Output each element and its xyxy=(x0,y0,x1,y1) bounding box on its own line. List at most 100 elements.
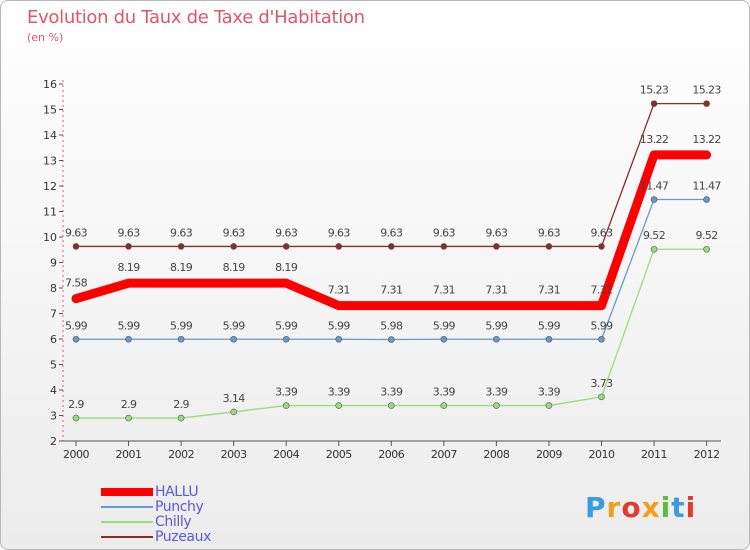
data-point-chilly xyxy=(545,402,553,409)
data-point-puzeaux xyxy=(650,100,658,107)
x-tick-label: 2003 xyxy=(221,448,247,461)
series-line-hallu xyxy=(71,150,712,311)
chart-title: Evolution du Taux de Taxe d'Habitation xyxy=(27,7,365,28)
legend-swatch xyxy=(101,506,153,508)
data-label-punchy: 5.99 xyxy=(118,319,141,332)
data-point-puzeaux xyxy=(440,243,448,250)
data-point-chilly xyxy=(703,245,710,253)
data-point-punchy xyxy=(493,335,500,343)
data-label-hallu: 13.22 xyxy=(692,133,721,146)
legend-label: Puzeaux xyxy=(155,529,211,545)
logo-letter: t xyxy=(671,491,686,524)
y-tick-label: 11 xyxy=(43,206,57,219)
data-label-chilly: 3.39 xyxy=(538,386,561,399)
data-label-hallu: 7.31 xyxy=(485,284,507,297)
data-label-chilly: 3.39 xyxy=(275,386,298,399)
y-tick-label: 16 xyxy=(43,78,57,91)
logo-letter: P xyxy=(585,491,607,524)
data-label-chilly: 3.73 xyxy=(590,377,613,390)
y-tick-label: 5 xyxy=(50,359,57,372)
series-layer xyxy=(71,100,712,422)
proxiti-logo: Proxiti xyxy=(585,491,696,524)
data-label-punchy: 5.99 xyxy=(485,319,508,332)
data-label-puzeaux: 9.63 xyxy=(485,226,508,239)
legend-swatch xyxy=(101,488,153,496)
y-tick-label: 9 xyxy=(50,257,57,270)
data-label-chilly: 3.39 xyxy=(328,386,351,399)
data-label-puzeaux: 9.63 xyxy=(433,226,456,239)
y-tick-label: 13 xyxy=(43,155,57,168)
logo-letter: i xyxy=(660,491,672,524)
y-tick-label: 12 xyxy=(43,180,57,193)
y-tick-label: 6 xyxy=(50,333,57,346)
data-label-puzeaux: 9.63 xyxy=(65,226,88,239)
data-label-chilly: 2.9 xyxy=(68,398,84,411)
logo-letter: o xyxy=(621,491,642,524)
y-tick-label: 8 xyxy=(50,282,57,295)
data-label-puzeaux: 9.63 xyxy=(538,226,561,239)
data-label-punchy: 11.47 xyxy=(640,180,669,193)
data-label-hallu: 7.31 xyxy=(380,284,402,297)
x-tick-label: 2001 xyxy=(116,448,142,461)
data-label-hallu: 7.31 xyxy=(328,284,350,297)
axes: 2 3 4 5 6 7 8 9 10 11 12 13 14 15 16 2000 2001 2002 2003 20… xyxy=(43,78,721,461)
data-label-chilly: 2.9 xyxy=(121,398,137,411)
data-point-punchy xyxy=(230,335,237,343)
x-tick-label: 2005 xyxy=(326,448,352,461)
data-label-chilly: 3.39 xyxy=(433,386,456,399)
data-label-chilly: 3.39 xyxy=(485,386,508,399)
data-labels: 9.63 9.63 9.63 9.63 9.63 9.63 9.63 9.63 9.63 9.63… xyxy=(65,84,722,411)
data-point-puzeaux xyxy=(72,243,80,250)
data-point-chilly xyxy=(650,245,658,253)
data-label-puzeaux: 9.63 xyxy=(170,226,193,239)
data-label-punchy: 5.99 xyxy=(328,319,351,332)
data-point-chilly xyxy=(335,402,343,409)
data-label-chilly: 9.52 xyxy=(696,229,718,242)
data-point-puzeaux xyxy=(545,243,553,250)
data-label-punchy: 5.99 xyxy=(433,319,456,332)
data-point-punchy xyxy=(335,335,343,343)
data-label-puzeaux: 9.63 xyxy=(590,226,613,239)
data-label-hallu: 7.31 xyxy=(538,284,560,297)
legend-label: Punchy xyxy=(155,499,204,515)
y-tick-label: 4 xyxy=(50,384,57,397)
data-point-puzeaux xyxy=(335,243,343,250)
data-point-puzeaux xyxy=(493,243,500,250)
data-point-puzeaux xyxy=(177,243,185,250)
data-label-punchy: 11.47 xyxy=(692,180,721,193)
data-point-chilly xyxy=(177,414,185,422)
x-tick-label: 2012 xyxy=(694,448,720,461)
data-label-puzeaux: 9.63 xyxy=(118,226,141,239)
y-tick-label: 10 xyxy=(43,231,57,244)
data-label-chilly: 2.9 xyxy=(173,398,189,411)
data-point-chilly xyxy=(72,414,80,422)
data-point-chilly xyxy=(598,393,605,401)
data-label-punchy: 5.99 xyxy=(170,319,193,332)
data-point-chilly xyxy=(493,402,500,409)
data-label-punchy: 5.98 xyxy=(380,320,403,333)
data-point-punchy xyxy=(72,335,80,343)
y-tick-label: 2 xyxy=(50,435,57,448)
data-label-puzeaux: 9.63 xyxy=(328,226,351,239)
data-point-puzeaux xyxy=(703,100,710,107)
data-point-chilly xyxy=(387,402,395,409)
logo-letter: i xyxy=(685,491,697,524)
data-point-punchy xyxy=(387,336,395,343)
x-tick-label: 2011 xyxy=(641,448,667,461)
legend-label: Chilly xyxy=(155,514,192,530)
data-point-punchy xyxy=(703,196,710,203)
x-tick-label: 2000 xyxy=(63,448,89,461)
y-tick-label: 14 xyxy=(43,129,57,142)
legend-label: HALLU xyxy=(155,484,199,500)
x-tick-label: 2002 xyxy=(168,448,194,461)
data-point-chilly xyxy=(440,402,448,409)
logo-letter: x xyxy=(641,491,661,524)
legend-swatch xyxy=(101,536,153,538)
data-point-punchy xyxy=(650,196,658,203)
data-point-punchy xyxy=(177,335,185,343)
data-label-hallu: 8.19 xyxy=(170,261,193,274)
data-label-puzeaux: 15.23 xyxy=(640,84,669,97)
data-label-punchy: 5.99 xyxy=(223,319,246,332)
